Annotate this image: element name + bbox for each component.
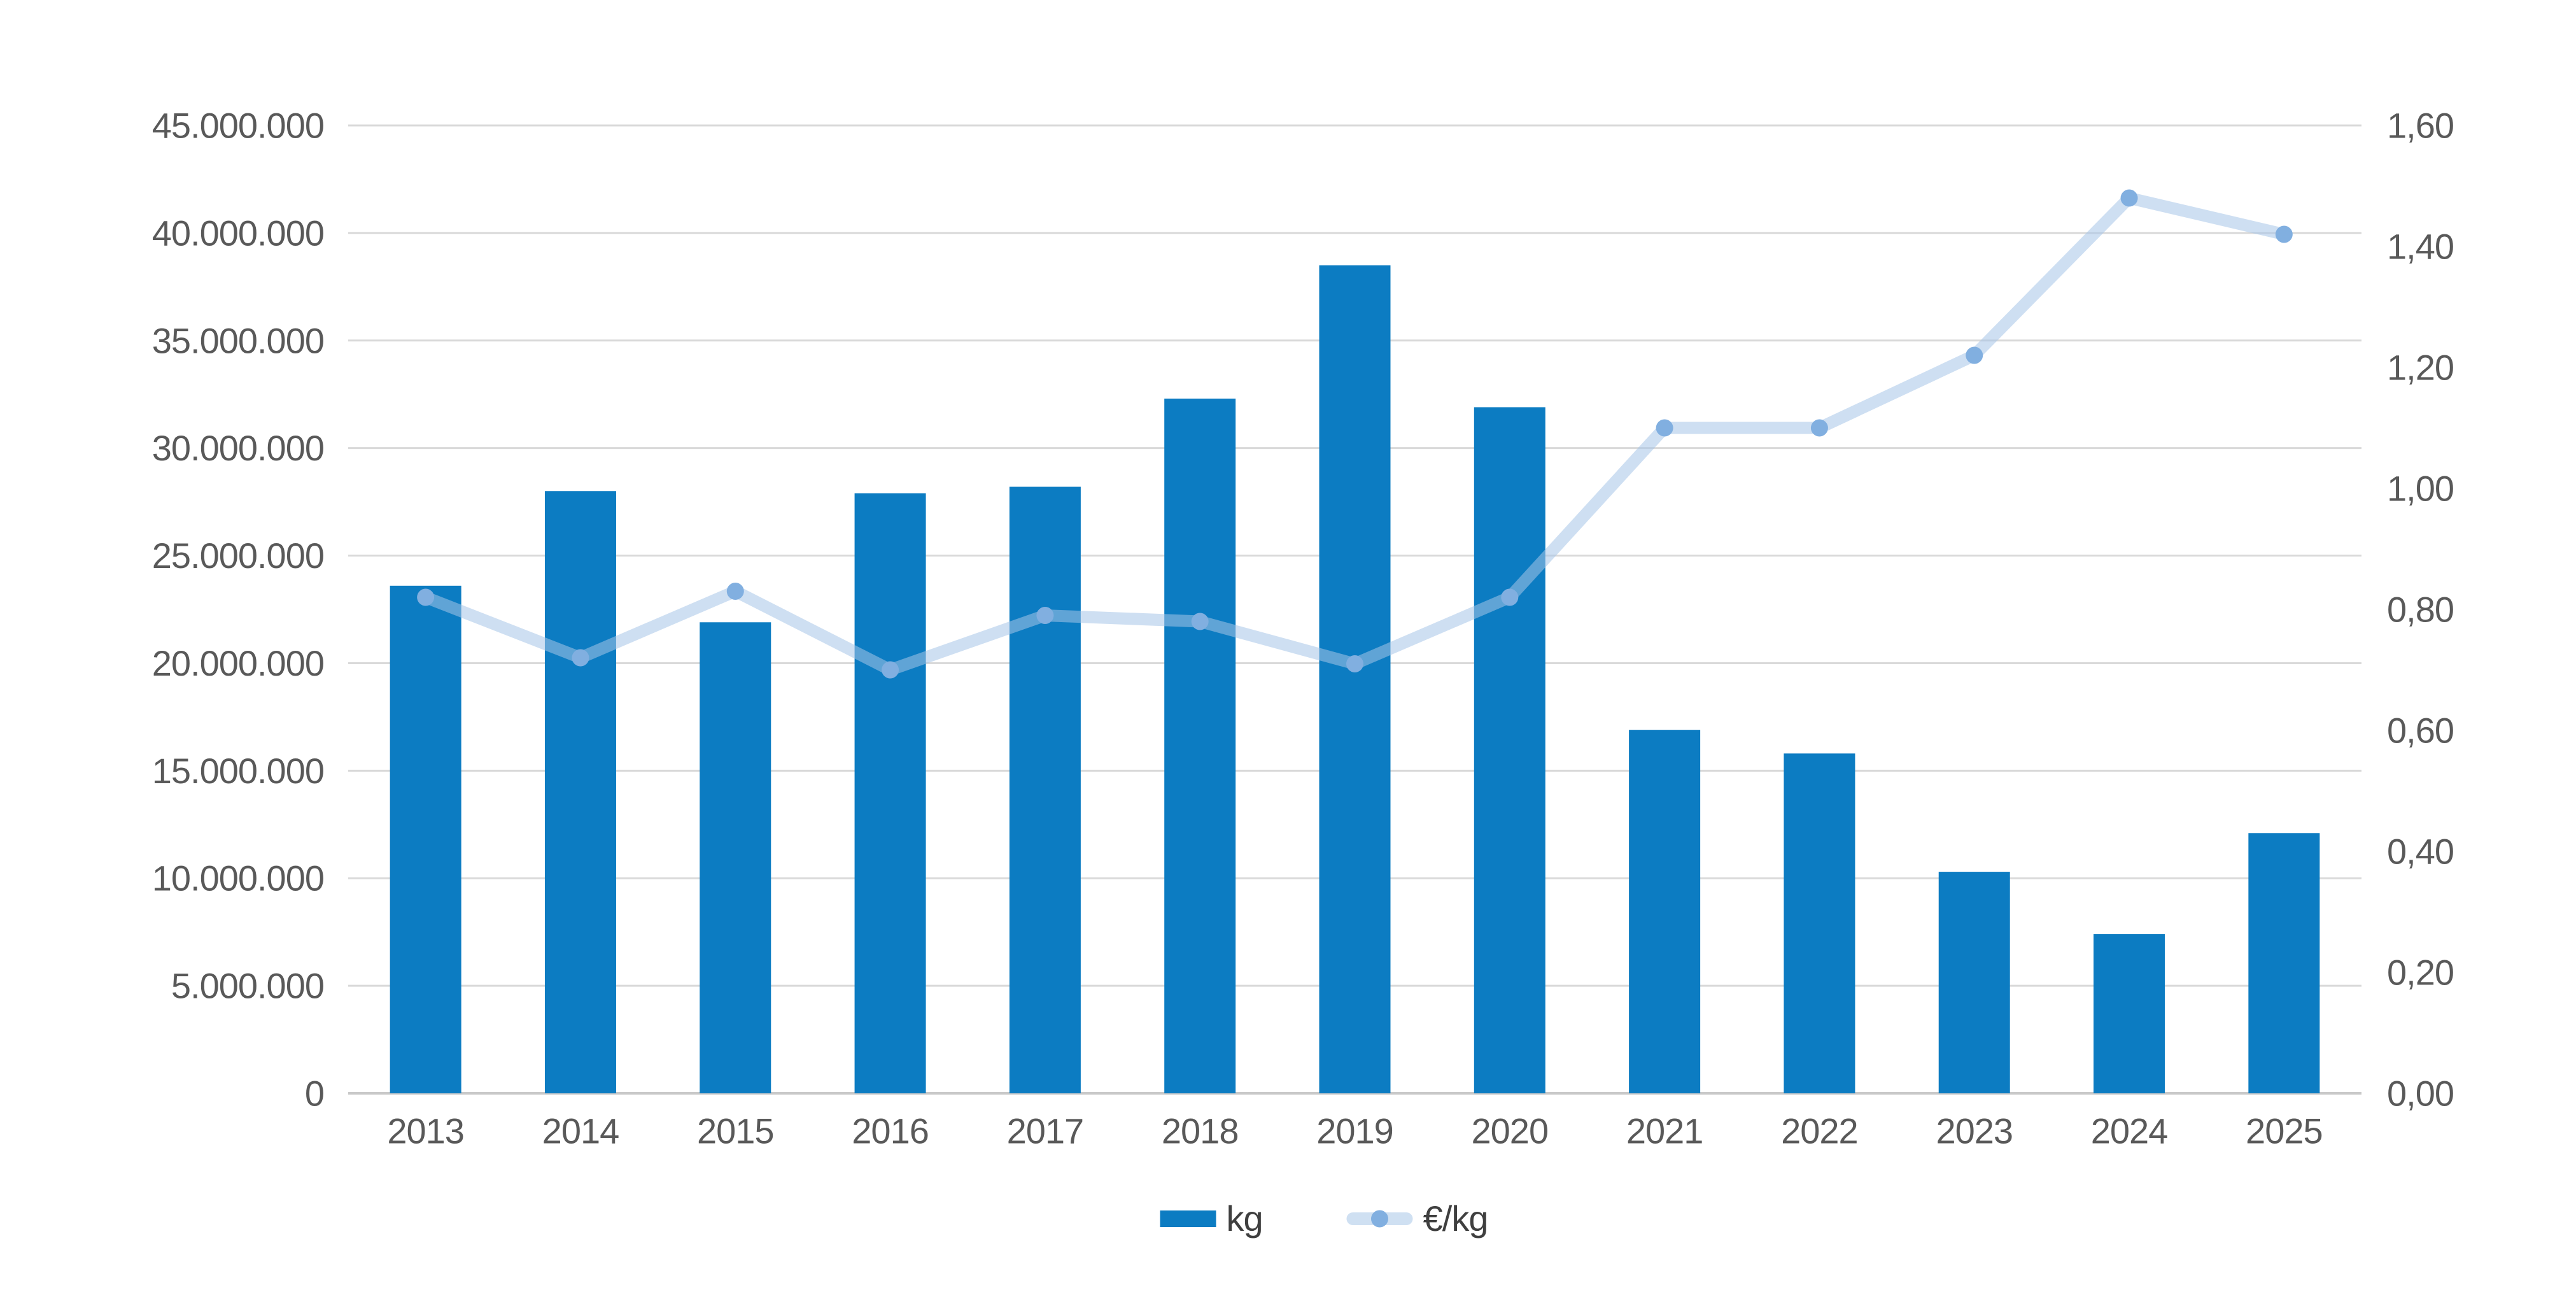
left-axis-tick-label: 30.000.000 bbox=[152, 428, 324, 468]
bar-2023[interactable] bbox=[1938, 872, 2010, 1093]
x-axis-year-label: 2022 bbox=[1781, 1111, 1858, 1151]
bar-2022[interactable] bbox=[1784, 753, 1855, 1093]
x-axis-year-label: 2023 bbox=[1936, 1111, 2013, 1151]
price-point-2015[interactable] bbox=[726, 583, 744, 600]
left-axis-tick-label: 45.000.000 bbox=[152, 106, 324, 146]
x-axis-year-label: 2013 bbox=[387, 1111, 464, 1151]
x-axis-year-label: 2021 bbox=[1626, 1111, 1703, 1151]
bar-2015[interactable] bbox=[700, 622, 771, 1093]
left-axis-tick-label: 20.000.000 bbox=[152, 643, 324, 683]
left-axis-tick-label: 5.000.000 bbox=[171, 966, 324, 1006]
bar-2016[interactable] bbox=[854, 493, 926, 1093]
legend-label-eur-per-kg: €/kg bbox=[1423, 1198, 1489, 1238]
legend: kg €/kg bbox=[1160, 1198, 1489, 1238]
bar-2021[interactable] bbox=[1629, 730, 1701, 1093]
price-point-2014[interactable] bbox=[572, 649, 589, 667]
left-axis-tick-label: 0 bbox=[305, 1074, 324, 1114]
line-marker-dot-icon bbox=[1371, 1210, 1389, 1228]
bar-2024[interactable] bbox=[2094, 934, 2165, 1093]
line-marker-swatch-icon bbox=[1346, 1210, 1413, 1228]
left-axis-tick-label: 35.000.000 bbox=[152, 320, 324, 360]
left-axis-tick-label: 40.000.000 bbox=[152, 213, 324, 253]
price-point-2023[interactable] bbox=[1966, 346, 1983, 364]
x-axis-year-label: 2018 bbox=[1162, 1111, 1239, 1151]
left-axis-tick-label: 25.000.000 bbox=[152, 536, 324, 576]
bar-2013[interactable] bbox=[390, 585, 461, 1093]
right-axis-tick-label: 1,60 bbox=[2387, 106, 2454, 146]
price-point-2024[interactable] bbox=[2120, 189, 2138, 207]
x-axis-year-label: 2019 bbox=[1316, 1111, 1393, 1151]
price-point-2025[interactable] bbox=[2275, 225, 2293, 243]
price-point-2021[interactable] bbox=[1656, 419, 1673, 437]
price-point-2016[interactable] bbox=[882, 661, 899, 679]
x-axis-year-label: 2015 bbox=[697, 1111, 774, 1151]
legend-item-eur-per-kg[interactable]: €/kg bbox=[1346, 1198, 1489, 1238]
right-axis-tick-label: 0,20 bbox=[2387, 953, 2454, 993]
bar-swatch-icon bbox=[1160, 1210, 1216, 1227]
right-axis-tick-label: 1,20 bbox=[2387, 348, 2454, 388]
price-point-2022[interactable] bbox=[1810, 419, 1828, 437]
left-axis-tick-label: 15.000.000 bbox=[152, 751, 324, 791]
price-point-2017[interactable] bbox=[1036, 607, 1054, 624]
bar-2017[interactable] bbox=[1009, 486, 1081, 1093]
right-axis-tick-label: 0,00 bbox=[2387, 1074, 2454, 1114]
price-point-2020[interactable] bbox=[1501, 588, 1519, 606]
bar-2014[interactable] bbox=[544, 491, 616, 1093]
x-axis-year-label: 2017 bbox=[1007, 1111, 1084, 1151]
bar-2019[interactable] bbox=[1319, 265, 1391, 1093]
legend-label-kg: kg bbox=[1226, 1198, 1263, 1238]
x-axis-year-label: 2016 bbox=[852, 1111, 929, 1151]
right-axis-tick-label: 0,80 bbox=[2387, 590, 2454, 630]
x-axis-year-label: 2024 bbox=[2091, 1111, 2168, 1151]
bar-2018[interactable] bbox=[1164, 398, 1236, 1093]
right-axis-tick-label: 0,60 bbox=[2387, 711, 2454, 751]
bar-2025[interactable] bbox=[2248, 833, 2320, 1093]
price-point-2019[interactable] bbox=[1346, 655, 1363, 672]
price-point-2013[interactable] bbox=[417, 588, 435, 606]
right-axis-tick-label: 1,40 bbox=[2387, 227, 2454, 267]
right-axis-tick-label: 1,00 bbox=[2387, 469, 2454, 509]
bar-2020[interactable] bbox=[1474, 407, 1545, 1093]
left-axis-tick-label: 10.000.000 bbox=[152, 858, 324, 898]
x-axis-year-label: 2020 bbox=[1472, 1111, 1549, 1151]
right-axis-tick-label: 0,40 bbox=[2387, 832, 2454, 872]
x-axis-year-label: 2025 bbox=[2246, 1111, 2323, 1151]
legend-item-kg[interactable]: kg bbox=[1160, 1198, 1263, 1238]
x-axis-year-label: 2014 bbox=[542, 1111, 619, 1151]
price-point-2018[interactable] bbox=[1191, 613, 1209, 630]
